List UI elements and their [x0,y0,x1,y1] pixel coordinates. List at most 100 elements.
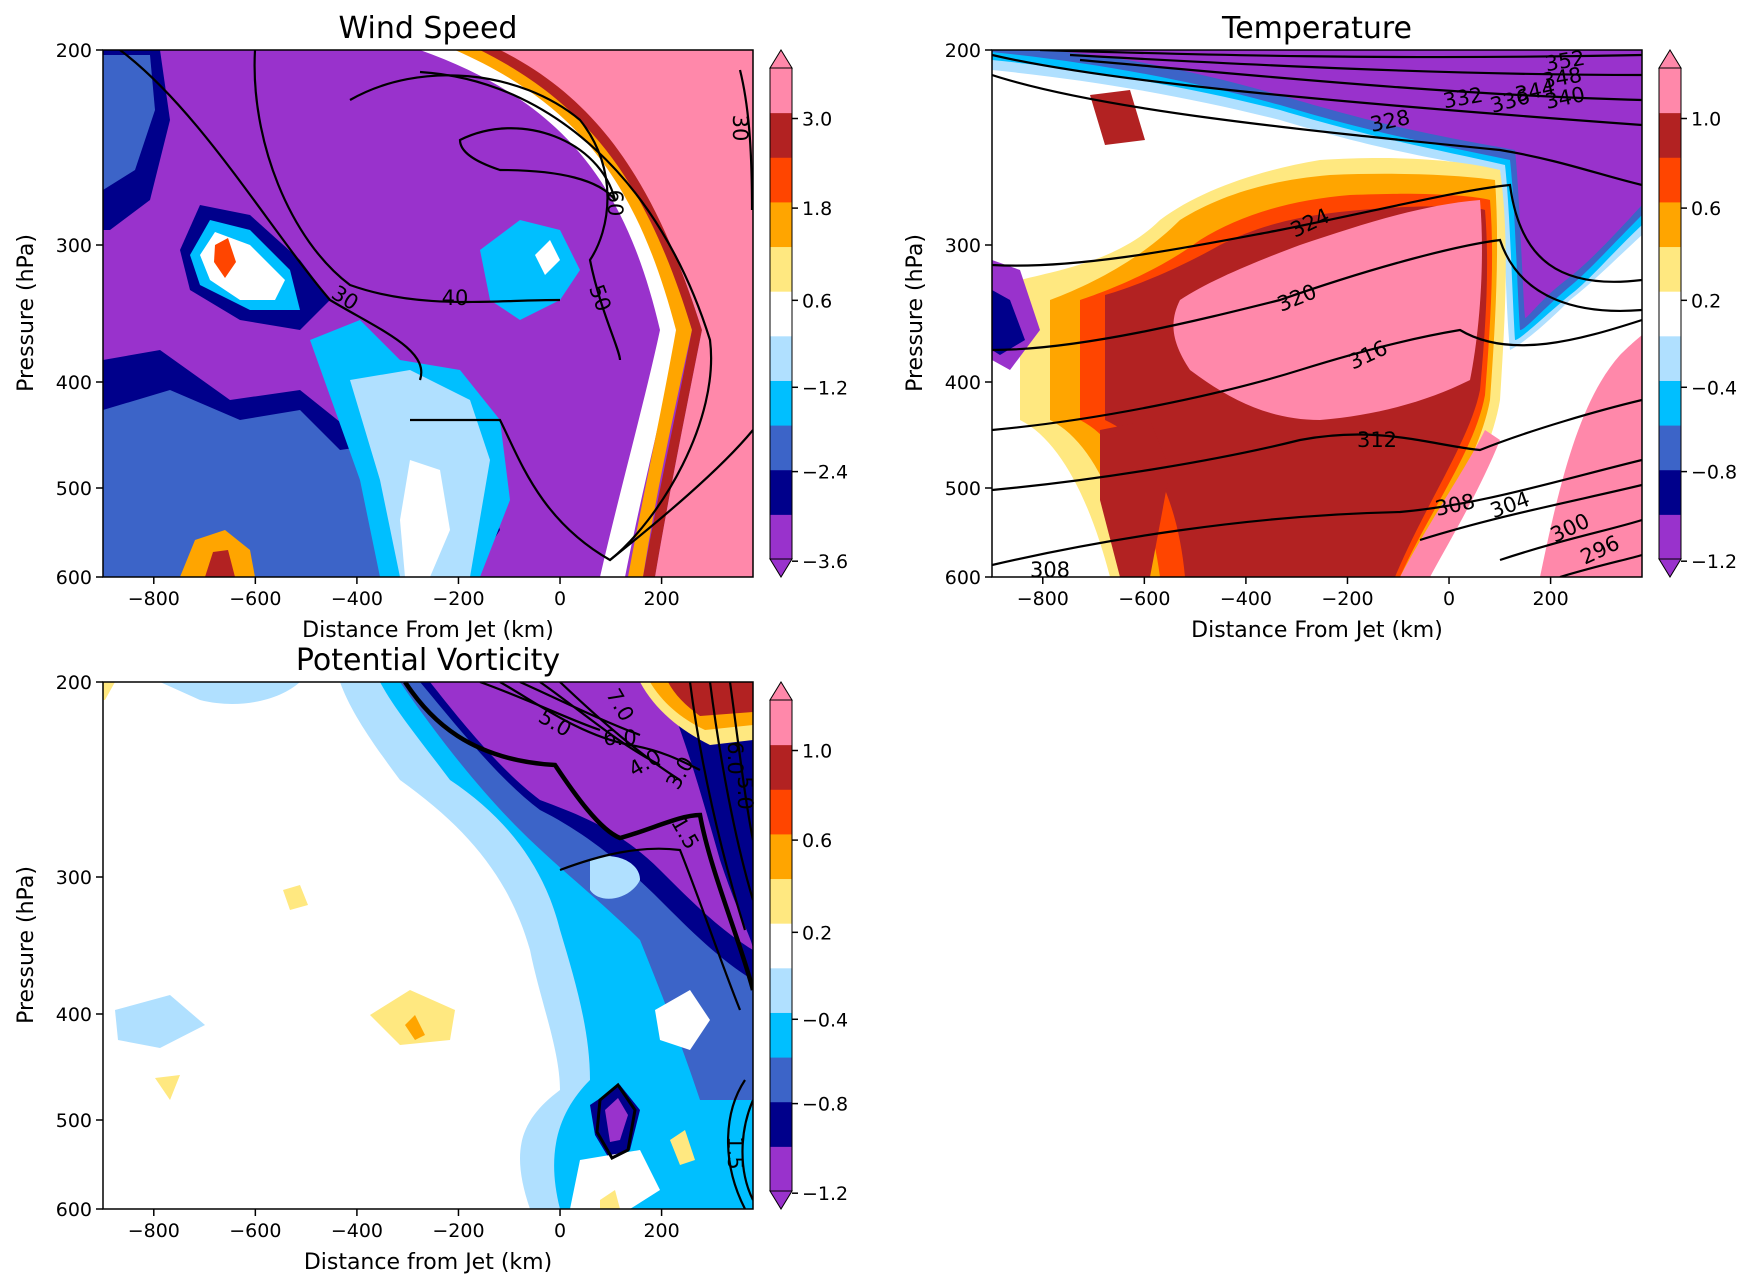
temp-fill-bottom-red [1100,420,1170,577]
colorbar-tick-label: −0.8 [802,1094,848,1116]
pv-contour-5 [499,682,701,771]
temperature-axes-frame [991,49,1643,578]
xtick-label: −800 [128,588,180,610]
wind-fill-blob-red [214,238,236,278]
temp-contour-316 [992,318,1642,432]
colorbar-segment [770,157,792,203]
temperature-colorbar: 1.0 0.6 0.2 −0.4 −0.8 −1.2 [1658,49,1737,578]
wind-fill-bottom-red [205,550,235,577]
xtick-label: −200 [432,588,484,610]
contour-label: 5.0 [733,776,757,809]
xtick-label: −600 [1118,588,1170,610]
temp-contour-352 [1039,50,1642,59]
colorbar-tick-label: 0.6 [1691,198,1721,220]
xtick-label: −800 [128,1220,180,1242]
temperature-title: Temperature [1221,11,1412,46]
contour-label: 312 [1357,428,1397,452]
ytick-label: 200 [945,40,981,62]
xtick-label: 0 [554,588,566,610]
colorbar-segment [1659,380,1681,426]
colorbar-tick-label: 1.0 [802,741,832,763]
pv-fill-white-pocket [655,990,710,1050]
temperature-ylabel: Pressure (hPa) [903,234,928,392]
pv-contour-bottom-right [727,1079,746,1209]
pv-fill-light-blob-left [115,995,205,1048]
colorbar-segment [1659,246,1681,292]
ytick-label: 600 [945,567,981,589]
xtick-label: −600 [229,1220,281,1242]
colorbar-frame [769,67,793,560]
colorbar-frame [1658,67,1682,560]
colorbar-segment [770,201,792,248]
temp-contour-312 [992,398,1642,492]
wind-contour-30-right [738,69,753,211]
colorbar-segment [770,700,792,746]
panel-temperature: Temperature Distance From Jet (km) Press… [903,11,1737,643]
ytick-label: 600 [56,567,92,589]
pv-contour-right-b [708,682,753,901]
colorbar-segment [770,291,792,337]
colorbar-segment [770,112,792,158]
pv-contour-7 [479,682,601,732]
pv-fill-yellow-blob-b [283,885,308,910]
xtick-label: 200 [643,588,679,610]
colorbar-segment [770,1146,792,1192]
temp-contour-304 [1419,483,1642,542]
colorbar-segment [770,923,792,969]
colorbar-tick-label: −1.2 [802,377,848,399]
colorbar-segment [1659,335,1681,381]
wind-speed-axes-frame [102,49,754,578]
temp-contour-328 [992,73,1642,187]
colorbar-segment [1659,291,1681,337]
pv-fill-bottom-purple [605,1098,628,1142]
pv-fill-bottom-white [570,1150,660,1209]
xtick-label: 0 [1443,588,1455,610]
wind-fill-center-cyan [480,220,580,320]
xtick-label: −400 [331,1220,383,1242]
colorbar-segment [1659,68,1681,114]
wind-fill-jet-white [420,50,680,577]
wind-contour-30-left [119,50,423,381]
xtick-label: 200 [643,1220,679,1242]
colorbar-tick-label: 3.0 [802,109,832,131]
pv-axes-frame [102,681,754,1210]
colorbar-segment [770,335,792,381]
wind-speed-yticks: 200 300 400 500 600 [56,40,103,589]
contour-label: 40 [442,286,469,310]
temp-fill-pink-sector-b [1400,430,1500,577]
colorbar-segment [770,878,792,924]
ytick-label: 500 [945,478,981,500]
xtick-label: −600 [229,588,281,610]
temp-contour-300 [1499,518,1642,562]
wind-contour-40 [253,50,561,304]
pv-xticks: −800 −600 −400 −200 0 200 [128,1209,680,1242]
colorbar-segment [770,1012,792,1058]
temperature-yticks: 200 300 400 500 600 [945,40,992,589]
colorbar-tick-label: 0.2 [1691,290,1721,312]
contour-label: 30 [728,115,752,142]
pv-plot-area [103,682,753,1209]
xtick-label: −200 [1321,588,1373,610]
colorbar-segment [770,744,792,790]
colorbar-segment [1659,514,1681,560]
wind-speed-xlabel: Distance From Jet (km) [302,618,554,643]
wind-fill-jet-pink [500,50,753,577]
pv-contour-bottom-right-b [741,1099,753,1201]
colorbar-tick-label: −3.6 [802,551,848,573]
contour-label: 308 [1030,558,1070,582]
temp-fill-pink-sector [1540,335,1642,577]
temp-contour-324 [992,183,1642,283]
colorbar-segment [770,469,792,515]
colorbar-extend-bottom [769,558,793,578]
wind-contour-60 [458,127,617,201]
wind-speed-xticks: −800 −600 −400 −200 0 200 [128,577,680,610]
temp-contour-332 [992,53,1642,127]
colorbar-extend-top [1658,49,1682,69]
wind-contour-outer [419,70,713,561]
ytick-label: 500 [56,478,92,500]
colorbar-segment [1659,469,1681,515]
pv-contour-2 [559,847,742,1011]
colorbar-tick-label: −0.8 [1691,462,1737,484]
temp-fill-left-navy [992,290,1025,355]
